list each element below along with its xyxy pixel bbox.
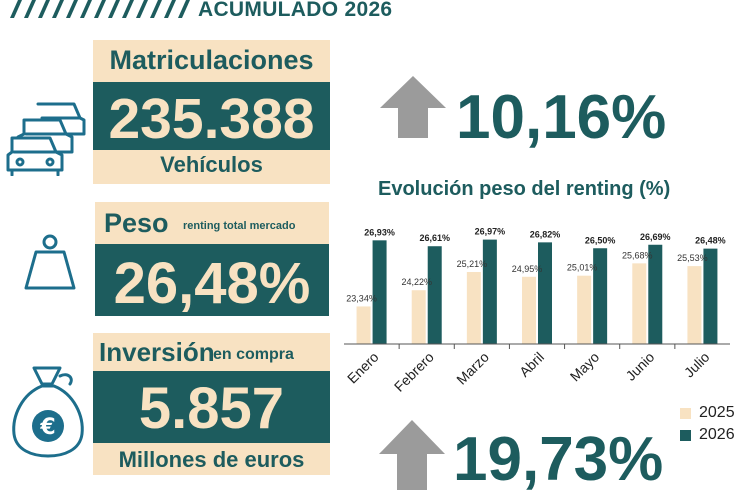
data-label-2025-junio: 25,68% (622, 250, 653, 260)
weight-value-box: 26,48% (95, 244, 329, 316)
data-label-2025-julio: 25,53% (677, 253, 708, 263)
registrations-growth: 10,16% (456, 83, 667, 152)
renting-weight-chart: 26,93% 23,34% Enero 26,61% 24,22% Febrero 26,9… (344, 227, 730, 395)
data-label-2026-febrero: 26,61% (419, 233, 450, 243)
bar-2025-mayo (577, 275, 592, 344)
registrations-value-box: 235.388 (93, 82, 330, 151)
bar-2025-julio (687, 266, 702, 344)
bar-2025-abril (522, 276, 536, 344)
investment-value: 5.857 (138, 376, 285, 441)
money-bag-euro-icon: € (12, 366, 84, 458)
bar-2026-julio (703, 248, 718, 344)
investment-unit: Millones de euros (118, 447, 305, 472)
data-label-2026-junio: 26,69% (640, 232, 671, 242)
bar-2026-enero (372, 240, 387, 344)
x-tick-label-julio: Julio (681, 349, 713, 381)
data-label-2026-julio: 26,48% (695, 236, 726, 246)
header-stripes (10, 0, 190, 18)
investment-label: Inversión (99, 337, 215, 367)
weight-label: Peso (104, 208, 169, 238)
bar-2025-enero (356, 306, 371, 344)
legend-label-2025: 2025 (699, 404, 735, 421)
data-label-2026-marzo: 26,97% (475, 227, 506, 237)
investment-value-box: 5.857 (93, 371, 330, 443)
chart-legend: 2025 2026 (680, 402, 735, 446)
legend-swatch-2025 (680, 407, 691, 419)
x-tick-label-abril: Abril (516, 349, 547, 380)
bar-2025-junio (632, 263, 647, 344)
data-label-2025-marzo: 25,21% (457, 259, 488, 269)
bar-2025-febrero (411, 290, 426, 344)
investment-sublabel: en compra (213, 346, 294, 363)
data-label-2026-enero: 26,93% (364, 227, 395, 237)
header-title: ACUMULADO 2026 (198, 0, 393, 21)
registrations-label: Matriculaciones (109, 45, 314, 75)
cars-icon (6, 102, 86, 176)
up-arrow-icon (379, 420, 445, 490)
legend-swatch-2026 (680, 429, 691, 441)
x-tick-label-junio: Junio (622, 349, 657, 384)
bar-2026-marzo (482, 239, 497, 344)
weight-sublabel: renting total mercado (183, 220, 296, 232)
bar-2026-febrero (427, 246, 442, 344)
bar-2026-mayo (593, 248, 608, 344)
registrations-unit: Vehículos (160, 152, 263, 177)
x-tick-label-febrero: Febrero (391, 349, 437, 395)
legend-label-2026: 2026 (699, 426, 735, 443)
data-label-2026-mayo: 26,50% (585, 235, 616, 245)
data-label-2025-enero: 23,34% (346, 293, 377, 303)
registrations-value: 235.388 (108, 87, 315, 151)
x-tick-label-marzo: Marzo (453, 349, 492, 388)
data-label-2026-abril: 26,82% (530, 229, 561, 239)
registrations-card: Matriculaciones 235.388 Vehículos (93, 40, 330, 184)
bar-2026-abril (538, 242, 552, 344)
x-tick-label-enero: Enero (344, 349, 382, 387)
svg-text:€: € (39, 415, 55, 440)
data-label-2025-mayo: 25,01% (567, 263, 598, 273)
x-tick-label-mayo: Mayo (567, 349, 603, 385)
weight-value: 26,48% (113, 251, 311, 316)
weight-card: Peso renting total mercado 26,48% (95, 202, 329, 316)
legend-item-2025: 2025 (680, 402, 735, 424)
bar-2026-junio (648, 244, 663, 344)
data-label-2025-febrero: 24,22% (401, 277, 432, 287)
legend-item-2026: 2026 (680, 424, 735, 446)
investment-growth: 19,73% (453, 425, 664, 494)
data-label-2025-abril: 24,95% (512, 264, 543, 274)
bar-2025-marzo (466, 272, 481, 344)
up-arrow-icon (380, 76, 446, 138)
investment-card: Inversión en compra 5.857 Millones de eu… (93, 333, 330, 475)
chart-title: Evolución peso del renting (%) (378, 178, 671, 200)
weight-icon (24, 234, 76, 290)
